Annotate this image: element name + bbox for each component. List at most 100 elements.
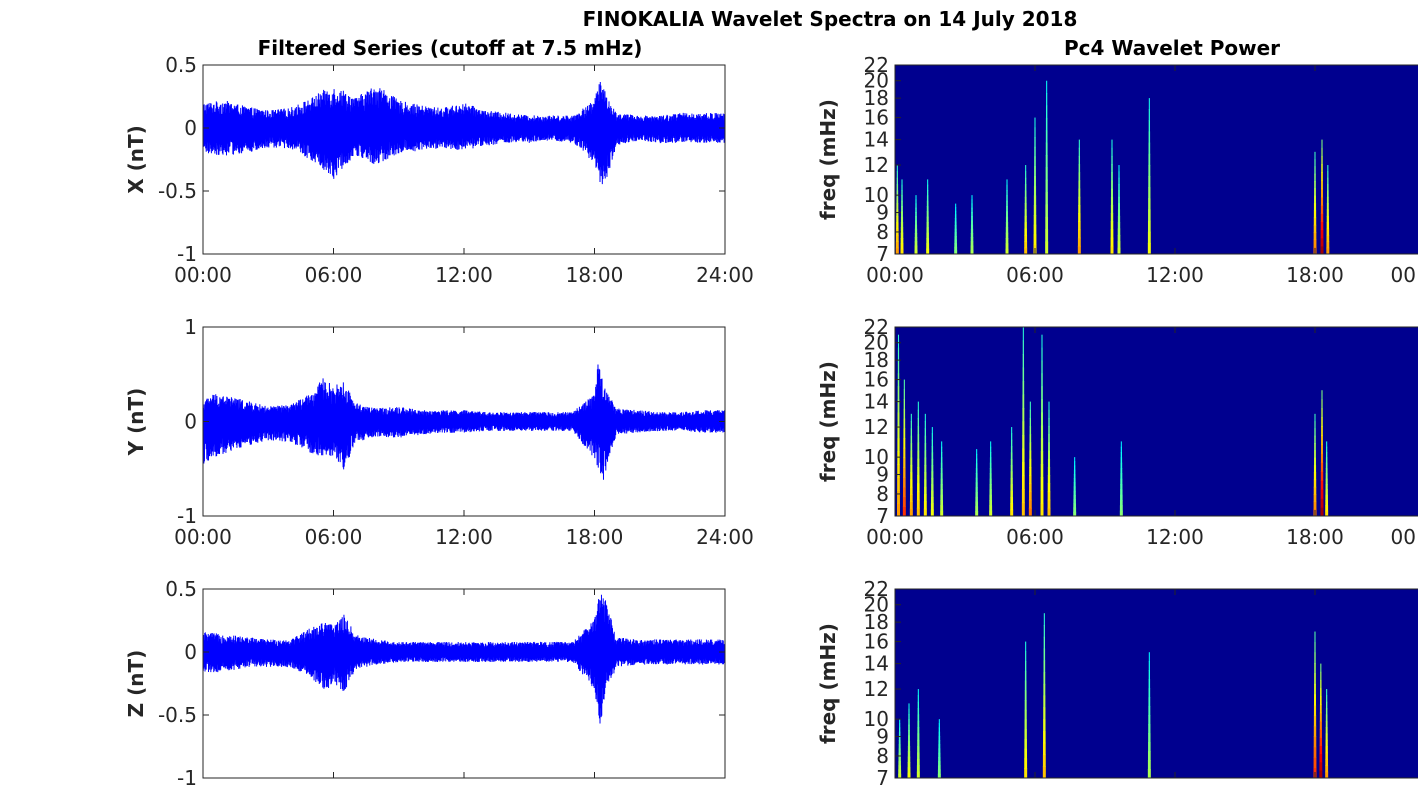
heatmap-burst-3 — [938, 744, 941, 750]
heatmap-burst-8 — [1319, 745, 1323, 755]
heatmap-burst-4 — [955, 203, 957, 208]
heatmap-burst-6 — [1005, 216, 1009, 223]
heatmap-burst-9 — [1325, 708, 1328, 716]
heatmap-burst-0 — [897, 503, 900, 516]
heatmap-burst-6 — [1005, 227, 1009, 234]
heatmap-burst-0 — [897, 425, 900, 439]
heatmap-burst-3 — [917, 401, 919, 411]
heatmap-burst-1 — [903, 428, 906, 439]
heatmap-burst-18 — [1325, 510, 1329, 516]
y-axis-label: Y (nT) — [124, 388, 148, 457]
y-tick-label: 9 — [876, 725, 889, 749]
heatmap-burst-9 — [1045, 192, 1048, 206]
heatmap-burst-15 — [1120, 494, 1123, 501]
heatmap-burst-1 — [908, 708, 910, 715]
heatmap-burst-17 — [1320, 471, 1324, 481]
heatmap-burst-1 — [907, 751, 911, 758]
heatmap-burst-2 — [917, 708, 920, 716]
heatmap-burst-4 — [1025, 641, 1027, 652]
heatmap-burst-2 — [917, 695, 919, 703]
heatmap-burst-1 — [908, 714, 910, 720]
heatmap-burst-0 — [898, 756, 901, 762]
heatmap-burst-10 — [1022, 394, 1025, 409]
heatmap-burst-6 — [1006, 206, 1008, 212]
heatmap-burst-9 — [1010, 452, 1013, 460]
heatmap-burst-7 — [1024, 177, 1027, 185]
heatmap-burst-1 — [901, 211, 903, 218]
heatmap-burst-15 — [1321, 155, 1323, 165]
heatmap-burst-18 — [1326, 446, 1328, 453]
heatmap-burst-18 — [1325, 489, 1328, 496]
heatmap-burst-0 — [897, 477, 900, 491]
y-tick-label: 18 — [864, 86, 889, 110]
heatmap-burst-5 — [1042, 754, 1046, 767]
heatmap-burst-4 — [954, 214, 957, 219]
heatmap-burst-15 — [1320, 204, 1324, 214]
heatmap-burst-6 — [941, 446, 943, 453]
heatmap-burst-12 — [1118, 171, 1120, 179]
y-tick-label: 14 — [864, 390, 889, 414]
heatmap-burst-8 — [1034, 137, 1036, 148]
heatmap-burst-17 — [1321, 417, 1323, 427]
heatmap-burst-7 — [1314, 642, 1316, 654]
axes-box — [202, 64, 726, 255]
heatmap-burst-0 — [898, 765, 902, 771]
heatmap-burst-9 — [1045, 204, 1048, 218]
heatmap-burst-2 — [917, 727, 920, 735]
heatmap-burst-16 — [1326, 247, 1330, 254]
heatmap-burst-12 — [1118, 177, 1120, 185]
series-line — [203, 364, 725, 480]
heatmap-burst-0 — [898, 761, 901, 766]
heatmap-burst-8 — [989, 484, 992, 490]
heatmap-burst-8 — [989, 473, 992, 480]
heatmap-burst-11 — [1110, 196, 1114, 206]
heatmap-burst-9 — [1045, 216, 1049, 230]
heatmap-burst-5 — [1043, 613, 1045, 626]
heatmap-burst-7 — [1024, 203, 1027, 211]
heatmap-burst-6 — [1148, 742, 1151, 752]
heatmap-burst-3 — [937, 773, 941, 778]
heatmap-burst-5 — [931, 458, 934, 466]
heatmap-burst-2 — [910, 428, 913, 437]
panel-left-1: -1 -0.5 0 0.5 00:00 06:00 12:00 18:00 24:00 X (nT… — [124, 36, 754, 287]
heatmap-burst-12 — [1041, 386, 1043, 401]
heatmap-burst-6 — [1148, 724, 1151, 734]
heatmap-burst-0 — [896, 171, 898, 179]
heatmap-burst-3 — [938, 761, 941, 766]
y-tick-label: 10 — [864, 707, 889, 731]
heatmap-burst-10 — [1022, 462, 1025, 477]
series-line — [203, 81, 725, 185]
heatmap-burst-2 — [916, 765, 920, 773]
heatmap-burst-1 — [907, 740, 911, 747]
heatmap-burst-15 — [1321, 188, 1323, 198]
heatmap-burst-10 — [1021, 475, 1025, 490]
heatmap-burst-4 — [1024, 719, 1027, 730]
heatmap-burst-3 — [916, 507, 920, 516]
heatmap-burst-15 — [1120, 489, 1123, 496]
heatmap-burst-4 — [923, 508, 927, 516]
heatmap-burst-12 — [1117, 215, 1121, 223]
heatmap-burst-3 — [926, 216, 929, 223]
heatmap-burst-15 — [1321, 172, 1323, 182]
heatmap-burst-16 — [1326, 222, 1330, 230]
heatmap-burst-5 — [1043, 660, 1046, 673]
heatmap-burst-0 — [897, 360, 900, 375]
heatmap-burst-0 — [895, 247, 899, 254]
heatmap-burst-14 — [1073, 503, 1077, 509]
heatmap-burst-12 — [1040, 438, 1044, 452]
heatmap-burst-13 — [1047, 475, 1051, 484]
heatmap-burst-0 — [899, 719, 901, 724]
heatmap-burst-5 — [971, 220, 973, 226]
heatmap-burst-7 — [1024, 184, 1027, 192]
y-tick-label: -1 — [177, 504, 197, 528]
heatmap-burst-4 — [924, 413, 926, 422]
heatmap-burst-9 — [1045, 229, 1049, 243]
heatmap-burst-14 — [1073, 469, 1076, 475]
heatmap-burst-10 — [1022, 340, 1024, 355]
heatmap-burst-5 — [971, 207, 973, 213]
heatmap-burst-6 — [1148, 688, 1151, 698]
y-tick-label: -0.5 — [158, 703, 197, 727]
x-tick-label: 24:00 — [696, 263, 754, 287]
heatmap-burst-17 — [1320, 489, 1324, 499]
